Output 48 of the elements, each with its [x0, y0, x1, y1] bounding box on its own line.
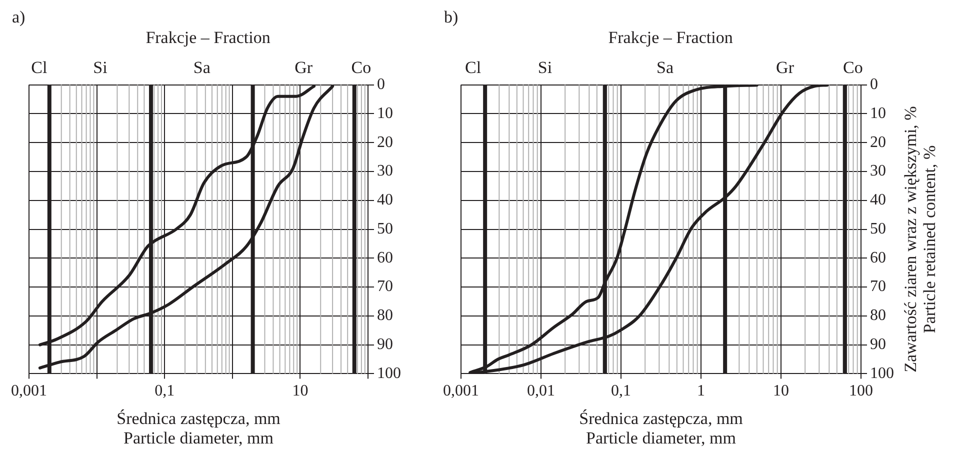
x-tick-label: 0,01 [527, 382, 555, 400]
text: Gr [776, 58, 794, 77]
y-axis-title: Zawartość ziaren wraz z większymi, % Particle retained content, % [900, 106, 939, 372]
chart-title: a) [12, 8, 26, 27]
x-tick-label: 0,001 [443, 382, 479, 400]
y-tick-label: 50 [377, 220, 393, 238]
x-tick-label: 100 [849, 382, 873, 400]
x-axis-title: Średnica zastępcza, mm Particle diameter, mm [116, 409, 280, 448]
y-tick-label: 30 [870, 162, 886, 180]
y-tick-label: 100 [870, 364, 894, 382]
text: Co [843, 58, 863, 77]
text: Co [351, 58, 372, 77]
y-tick-label: 50 [870, 220, 886, 238]
x-tick-label: 10 [773, 382, 789, 400]
text: Gr [294, 58, 313, 77]
text: Sa [656, 58, 674, 77]
text: Cl [31, 58, 48, 77]
y-tick-label: 80 [377, 307, 393, 324]
x-tick-label: 1 [697, 382, 705, 400]
y-tick-label: 70 [377, 278, 393, 296]
y-tick-label: 60 [870, 249, 886, 266]
y-tick-label: 30 [377, 162, 393, 180]
y-tick-label: 40 [870, 192, 886, 209]
y-tick-label: 80 [870, 307, 886, 324]
chart-subtitle: Frakcje – Fraction [608, 28, 734, 48]
x-tick-label: 0,1 [611, 382, 631, 400]
x-axis-title: Średnica zastępcza, mm Particle diameter, mm [579, 409, 743, 448]
chart-subtitle: Frakcje – Fraction [146, 28, 271, 48]
y-tick-label: 20 [377, 134, 393, 151]
y-tick-label: 10 [377, 104, 393, 122]
x-tick-label: 0,001 [11, 382, 47, 400]
text: Si [93, 58, 108, 77]
text: Sa [193, 58, 211, 77]
y-tick-label: 20 [870, 134, 886, 151]
y-tick-label: 10 [870, 104, 886, 122]
y-tick-label: 0 [377, 76, 385, 94]
x-tick-label: 0,1 [154, 382, 175, 400]
x-tick-label: 10 [292, 382, 308, 400]
y-tick-label: 90 [870, 336, 886, 354]
y-tick-label: 0 [870, 76, 878, 94]
y-tick-label: 90 [377, 336, 393, 354]
y-tick-label: 70 [870, 278, 886, 296]
text: Cl [465, 58, 482, 77]
y-tick-label: 60 [377, 249, 393, 266]
chart-title: b) [444, 8, 458, 27]
y-tick-label: 100 [377, 364, 401, 382]
text: Si [538, 58, 552, 77]
y-tick-label: 40 [377, 192, 393, 209]
